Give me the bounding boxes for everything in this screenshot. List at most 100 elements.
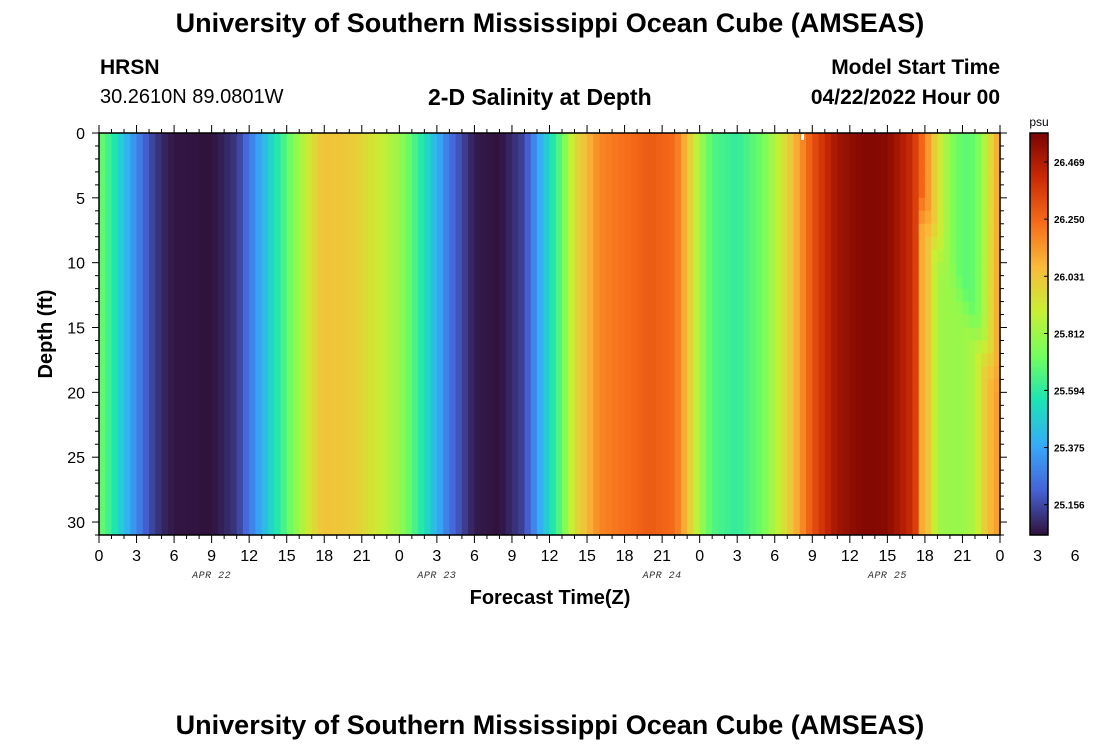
heatmap-cell [924, 236, 932, 251]
heatmap-cell [956, 249, 964, 264]
heatmap-cell [868, 133, 876, 535]
date-label: APR 25 [867, 571, 907, 582]
heatmap-cell [918, 405, 926, 419]
heatmap-cell [943, 366, 951, 380]
heatmap-cell [974, 171, 982, 186]
heatmap-cell [931, 496, 939, 510]
colorbar-tick-label: 25.812 [1054, 329, 1085, 340]
heatmap-cell [186, 133, 194, 535]
heatmap-cell [937, 444, 945, 458]
heatmap-cell [918, 184, 926, 199]
x-tick-label: 3 [1033, 548, 1042, 565]
heatmap-cell [949, 483, 957, 497]
heatmap-cell [993, 431, 1001, 445]
heatmap-cell [974, 353, 982, 368]
heatmap-cell [931, 470, 939, 484]
heatmap-cell [949, 301, 957, 316]
heatmap-cell [968, 405, 976, 419]
heatmap-cell [993, 288, 1001, 303]
heatmap-cell [949, 184, 957, 199]
heatmap-cell [974, 210, 982, 225]
heatmap-cell [968, 184, 976, 199]
heatmap-cell [111, 133, 119, 535]
heatmap-cell [730, 133, 738, 535]
heatmap-cell [931, 522, 939, 536]
heatmap-cell [155, 133, 163, 535]
heatmap-cell [937, 288, 945, 303]
heatmap-cell [987, 340, 995, 355]
heatmap-cell [918, 275, 926, 290]
heatmap-cell [949, 405, 957, 419]
heatmap-cell [562, 133, 569, 535]
heatmap-cell [974, 249, 982, 264]
heatmap-cell [968, 496, 976, 510]
heatmap-cell [962, 405, 970, 419]
heatmap-cell [981, 405, 989, 419]
x-tick-label: 3 [432, 548, 441, 565]
heatmap-cell [468, 133, 476, 535]
heatmap-cell [962, 288, 970, 303]
heatmap-cell [574, 133, 582, 535]
heatmap-cell [993, 145, 1001, 160]
heatmap-cell [918, 340, 926, 355]
heatmap-cell [167, 133, 175, 535]
heatmap-cell [981, 314, 989, 329]
heatmap-cell [993, 366, 1001, 380]
heatmap-cell [655, 133, 663, 535]
heatmap-cell [956, 379, 964, 393]
heatmap-cell [899, 133, 907, 535]
heatmap-cell [937, 392, 945, 406]
heatmap-cell [968, 327, 976, 342]
heatmap-cell [849, 133, 857, 535]
heatmap-cell [480, 133, 488, 535]
heatmap-cell [918, 366, 926, 380]
heatmap-cell [943, 444, 951, 458]
heatmap-cell [962, 327, 970, 342]
heatmap-cell [981, 301, 989, 316]
heatmap-cell [981, 457, 989, 471]
heatmap-cell [949, 457, 957, 471]
heatmap-cell [993, 249, 1001, 264]
heatmap-cell [824, 133, 832, 535]
heatmap-cell [981, 522, 989, 536]
colorbar-tick-label: 26.031 [1054, 272, 1085, 283]
heatmap-cell [981, 353, 989, 368]
heatmap-cell [518, 133, 526, 535]
heatmap-cell [918, 223, 926, 238]
heatmap-cell [336, 133, 344, 535]
heatmap-cell [987, 392, 995, 406]
heatmap-cell [956, 262, 964, 277]
heatmap-cell [918, 483, 926, 497]
heatmap-cell [993, 197, 1001, 212]
heatmap-cell [968, 145, 976, 160]
heatmap-cell [974, 405, 982, 419]
heatmap-cell [981, 327, 989, 342]
y-axis-label: Depth (ft) [35, 290, 57, 379]
x-tick-label: 3 [132, 548, 141, 565]
heatmap-cell [987, 236, 995, 251]
heatmap-cell [949, 379, 957, 393]
heatmap-cell [918, 496, 926, 510]
heatmap-cell [956, 133, 964, 147]
heatmap-cell [956, 483, 964, 497]
heatmap-cell [931, 133, 939, 147]
heatmap-cell [981, 249, 989, 264]
heatmap-cell [968, 249, 976, 264]
date-label: APR 23 [416, 571, 456, 582]
heatmap-cell [974, 236, 982, 251]
x-tick-label: 0 [996, 548, 1005, 565]
x-tick-label: 12 [841, 548, 859, 565]
heatmap-cell [161, 133, 169, 535]
heatmap-cell [987, 197, 995, 212]
heatmap-cell [918, 418, 926, 432]
heatmap-cell [943, 171, 951, 186]
heatmap-cell [943, 262, 951, 277]
heatmap-cell [499, 133, 507, 535]
heatmap-cell [993, 405, 1001, 419]
heatmap-cell [924, 210, 932, 225]
heatmap-cell [974, 223, 982, 238]
heatmap-cell [981, 483, 989, 497]
heatmap-cell [918, 210, 926, 225]
heatmap-cell [555, 133, 563, 535]
heatmap-cell [317, 133, 325, 535]
